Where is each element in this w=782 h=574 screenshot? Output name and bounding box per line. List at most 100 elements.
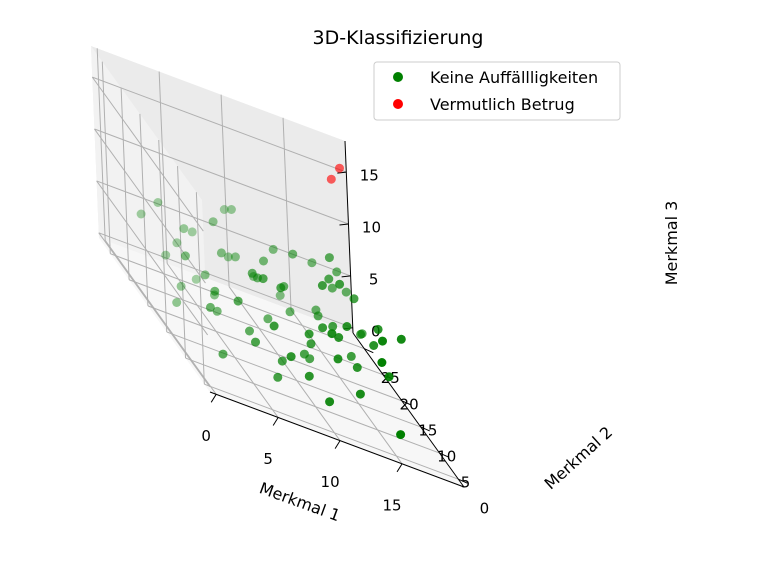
- z-tick-mark: [339, 223, 349, 226]
- data-point-normal: [268, 244, 278, 254]
- z-axis-label: Merkmal 3: [662, 201, 681, 286]
- data-point-normal: [334, 333, 344, 342]
- y-tick-label: 0: [480, 500, 490, 518]
- data-point-normal: [286, 352, 296, 362]
- data-point-normal: [327, 329, 337, 339]
- grid-line-y-floor: [147, 305, 403, 402]
- data-points: [136, 163, 406, 440]
- data-point-normal: [396, 334, 406, 344]
- y-tick-label: 15: [418, 421, 437, 439]
- data-point-normal: [352, 363, 362, 372]
- data-point-normal: [212, 306, 222, 316]
- legend-marker-normal: [393, 72, 403, 82]
- data-point-normal: [327, 283, 337, 293]
- data-point-normal: [356, 329, 366, 339]
- data-point-normal: [179, 224, 189, 234]
- data-point-normal: [216, 248, 226, 258]
- grid-line-z-back: [94, 128, 349, 225]
- data-point-normal: [259, 256, 268, 266]
- data-point-fraud: [326, 174, 336, 184]
- data-point-normal: [247, 268, 257, 278]
- data-point-normal: [325, 397, 335, 407]
- data-point-normal: [304, 371, 314, 381]
- data-point-normal: [335, 279, 345, 289]
- data-point-normal: [208, 217, 218, 227]
- y-tick-label: 10: [437, 447, 456, 465]
- data-point-normal: [276, 283, 286, 293]
- grid-line-x-back: [220, 94, 230, 287]
- data-point-normal: [263, 314, 273, 324]
- grid-line-x-floor: [166, 263, 279, 418]
- legend-label-normal: Keine Auffällligkeiten: [430, 68, 598, 87]
- y-tick-mark: [458, 478, 468, 484]
- data-point-normal: [369, 341, 379, 350]
- data-point-normal: [219, 205, 229, 214]
- data-point-normal: [346, 351, 356, 361]
- data-point-normal: [258, 274, 268, 284]
- data-point-normal: [324, 274, 334, 284]
- data-point-normal: [373, 324, 383, 334]
- z-tick-label: 15: [360, 167, 379, 185]
- data-point-normal: [226, 205, 236, 214]
- grid-line-z-back: [98, 232, 353, 329]
- z-tick-mark: [337, 171, 347, 174]
- data-point-normal: [285, 307, 295, 317]
- data-point-normal: [396, 430, 406, 440]
- y-tick-mark: [420, 426, 430, 432]
- data-point-normal: [304, 329, 314, 339]
- data-point-normal: [306, 339, 316, 349]
- data-point-fraud: [335, 163, 344, 173]
- data-point-normal: [233, 296, 243, 306]
- x-tick-label: 15: [383, 496, 402, 514]
- y-tick-mark: [364, 348, 374, 354]
- grid-line-x-back: [158, 71, 168, 264]
- grid-line-z-side: [98, 232, 211, 388]
- y-tick-label: 20: [400, 395, 419, 413]
- z-tick-label: 10: [362, 219, 381, 237]
- data-point-normal: [172, 238, 182, 248]
- legend-box: [373, 61, 621, 121]
- data-point-normal: [269, 321, 279, 331]
- grid-line-z-side: [91, 76, 204, 232]
- legend-marker-fraud: [393, 99, 403, 109]
- z-tick-mark: [341, 275, 351, 278]
- data-point-normal: [245, 326, 254, 336]
- x-tick-mark: [272, 417, 279, 426]
- data-point-normal: [377, 358, 387, 367]
- data-point-normal: [341, 287, 351, 297]
- data-point-normal: [333, 354, 343, 364]
- data-point-normal: [275, 291, 285, 300]
- data-point-normal: [136, 209, 146, 219]
- data-point-normal: [180, 251, 190, 261]
- data-point-normal: [355, 389, 365, 399]
- grid-line-z-side: [94, 128, 206, 284]
- data-point-normal: [299, 349, 309, 359]
- data-point-normal: [218, 349, 228, 359]
- data-point-normal: [307, 258, 317, 268]
- x-tick-mark: [334, 440, 341, 449]
- x-tick-label: 10: [321, 473, 340, 491]
- y-axis-line: [352, 332, 465, 488]
- data-point-normal: [328, 321, 338, 331]
- data-point-normal: [349, 294, 359, 304]
- legend-label-fraud: Vermutlich Betrug: [430, 95, 575, 114]
- x-tick-mark: [210, 394, 217, 403]
- grid-line-x-floor: [104, 240, 217, 395]
- y-tick-mark: [439, 452, 449, 458]
- y-tick-mark: [401, 400, 412, 406]
- data-point-normal: [273, 372, 283, 382]
- data-point-normal: [277, 356, 287, 366]
- data-point-normal: [153, 198, 163, 207]
- grid-line-x-back: [282, 117, 292, 310]
- data-point-normal: [176, 281, 186, 291]
- data-point-normal: [223, 252, 233, 262]
- data-point-normal: [318, 323, 328, 333]
- data-point-normal: [288, 249, 298, 259]
- x-tick-label: 5: [263, 450, 273, 468]
- grid-line-x-back: [96, 48, 106, 241]
- data-point-normal: [317, 281, 327, 290]
- chart-title: 3D-Klassifizierung: [313, 27, 484, 49]
- data-point-normal: [384, 372, 394, 382]
- data-point-normal: [378, 336, 387, 346]
